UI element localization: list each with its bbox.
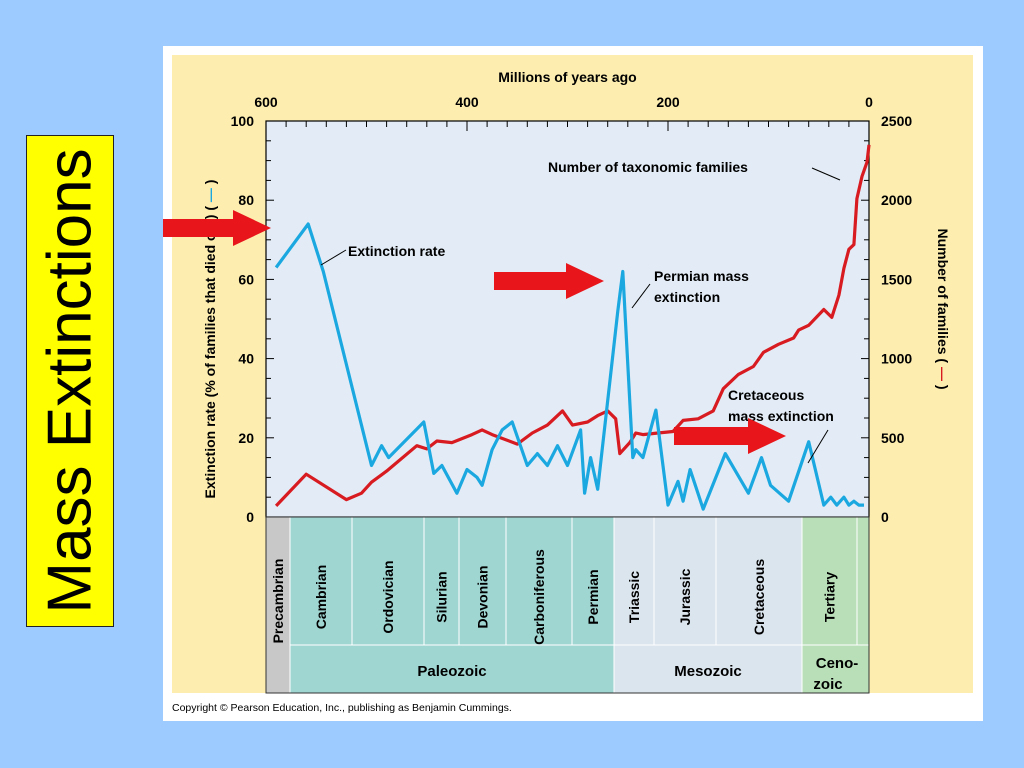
top-tick-label: 600: [254, 94, 278, 110]
annotation-permian-line2: extinction: [654, 289, 720, 305]
arrow-precambrian-icon: [163, 210, 271, 246]
annotation-permian-line1: Permian mass: [654, 268, 749, 284]
right-axis-label-group: Number of families ( — ): [935, 228, 951, 389]
arrow-cretaceous-icon: [674, 418, 786, 454]
left-axis-label-close: ): [202, 180, 218, 185]
period-label: Jurassic: [677, 568, 693, 625]
right-tick-label: 1000: [881, 351, 912, 367]
plot-area: [265, 120, 870, 518]
right-axis-label-text: Number of families (: [935, 228, 951, 363]
annotation-families: Number of taxonomic families: [548, 159, 748, 175]
period-label: Carboniferous: [531, 549, 547, 645]
left-axis-legend-mark: —: [202, 184, 218, 206]
timescale-border: [265, 516, 870, 694]
era-cell-paleozoic: [289, 644, 615, 694]
annotation-cretaceous-line2: mass extinction: [728, 408, 834, 424]
period-cell: [715, 516, 803, 646]
left-tick-label: 0: [246, 509, 254, 525]
annotation-extinction-rate: Extinction rate: [348, 243, 445, 259]
left-tick-label: 80: [238, 192, 254, 208]
era-label-paleozoic: Paleozoic: [417, 663, 486, 680]
period-label: Permian: [585, 569, 601, 624]
period-label: Tertiary: [822, 572, 838, 623]
leader-permian: [631, 283, 651, 309]
period-label: Triassic: [626, 571, 642, 623]
copyright-text: Copyright © Pearson Education, Inc., pub…: [172, 702, 512, 714]
top-tick-label: 400: [455, 94, 479, 110]
title-box: Mass Extinctions: [26, 135, 114, 627]
series-line-extinction-rate: [274, 222, 864, 511]
leader-cretaceous: [807, 429, 829, 464]
annotation-cretaceous-line1: Cretaceous: [728, 387, 804, 403]
left-tick-label: 40: [238, 351, 254, 367]
right-tick-label: 500: [881, 430, 905, 446]
left-tick-label: 100: [231, 113, 255, 129]
period-cell: [458, 516, 507, 646]
period-label: Cretaceous: [751, 559, 767, 635]
series-line-families: [274, 144, 871, 508]
period-label: Ordovician: [380, 560, 396, 633]
left-axis-label-text: Extinction rate (% of families that died…: [202, 206, 218, 499]
left-axis-label: Extinction rate (% of families that died…: [202, 180, 218, 499]
period-label: Precambrian: [270, 559, 286, 644]
left-tick-label: 20: [238, 430, 254, 446]
period-label: Silurian: [434, 571, 450, 622]
right-tick-label: 2500: [881, 113, 912, 129]
period-cell: [265, 516, 291, 694]
right-axis-legend-mark: —: [935, 363, 951, 385]
left-axis-label-group: Extinction rate (% of families that died…: [202, 180, 218, 499]
period-cell-quaternary: [856, 516, 870, 646]
top-tick-label: 0: [865, 94, 873, 110]
period-cell: [505, 516, 573, 646]
right-axis-label: Number of families ( — ): [935, 228, 951, 389]
period-cell: [289, 516, 353, 646]
period-label: Cambrian: [313, 565, 329, 630]
arrow-permian-icon: [494, 263, 604, 299]
right-axis-label-close: ): [935, 385, 951, 390]
right-tick-label: 0: [881, 509, 889, 525]
era-label-cenozoic-2: zoic: [813, 676, 842, 693]
era-cell-cenozoic: [801, 644, 870, 694]
top-axis-label: Millions of years ago: [498, 69, 636, 85]
era-label-cenozoic-1: Ceno-: [816, 655, 859, 672]
era-label-mesozoic: Mesozoic: [674, 663, 742, 680]
right-tick-label: 1500: [881, 271, 912, 287]
period-cell: [351, 516, 425, 646]
top-tick-label: 200: [656, 94, 680, 110]
period-label: Devonian: [475, 565, 491, 628]
left-tick-label: 60: [238, 271, 254, 287]
leader-families: [811, 167, 841, 181]
right-tick-label: 2000: [881, 192, 912, 208]
leader-extinction-rate: [320, 249, 347, 266]
